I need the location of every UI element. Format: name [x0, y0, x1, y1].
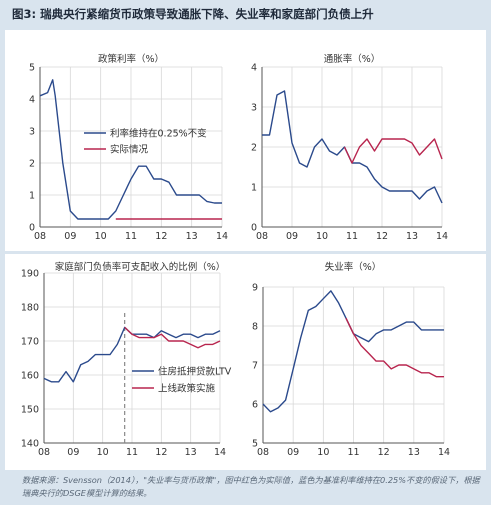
- y-tick-label: 190: [21, 269, 39, 280]
- x-tick-label: 11: [347, 447, 359, 458]
- x-tick-label: 09: [67, 447, 79, 458]
- x-tick-label: 10: [317, 447, 329, 458]
- x-tick-label: 08: [34, 231, 46, 242]
- x-tick-label: 11: [125, 231, 137, 242]
- x-tick-label: 14: [438, 447, 450, 458]
- x-tick-label: 11: [346, 231, 358, 242]
- x-tick-label: 12: [376, 231, 388, 242]
- y-tick-label: 180: [21, 303, 39, 314]
- x-tick-label: 12: [155, 231, 167, 242]
- x-tick-label: 13: [186, 231, 198, 242]
- y-tick-label: 160: [21, 371, 39, 382]
- x-tick-label: 12: [378, 447, 390, 458]
- x-tick-label: 09: [64, 231, 76, 242]
- y-tick-label: 8: [252, 322, 258, 333]
- x-tick-label: 12: [155, 447, 167, 458]
- y-tick-label: 2: [251, 143, 257, 154]
- x-tick-label: 13: [408, 447, 420, 458]
- y-tick-label: 6: [252, 400, 258, 411]
- y-tick-label: 150: [21, 405, 39, 416]
- x-tick-label: 10: [95, 231, 107, 242]
- y-tick-label: 4: [29, 95, 35, 106]
- y-tick-label: 170: [21, 337, 39, 348]
- x-tick-label: 08: [38, 447, 50, 458]
- x-tick-label: 13: [185, 447, 197, 458]
- x-tick-label: 10: [316, 231, 328, 242]
- x-tick-label: 14: [214, 447, 226, 458]
- y-tick-label: 5: [29, 63, 35, 74]
- source-note: 数据来源：Svensson（2014），"失业率与货币政策"，图中红色为实际值，…: [22, 475, 480, 498]
- legend-label: 住房抵押贷款LTV: [158, 366, 232, 378]
- y-tick-label: 2: [29, 159, 35, 170]
- y-tick-label: 140: [21, 439, 39, 450]
- series-line-red: [124, 326, 221, 349]
- legend-label: 上线政策实施: [158, 383, 216, 395]
- x-tick-label: 11: [126, 447, 138, 458]
- y-tick-label: 0: [251, 223, 257, 234]
- x-tick-label: 14: [436, 231, 448, 242]
- chart-title: 家庭部门负债率可支配收入的比例（%）: [55, 261, 226, 273]
- legend-label: 利率维持在0.25%不变: [110, 128, 207, 140]
- series-line-red: [345, 317, 444, 378]
- y-tick-label: 1: [251, 183, 257, 194]
- y-tick-label: 4: [251, 63, 257, 74]
- x-tick-label: 10: [97, 447, 109, 458]
- series-line-blue: [39, 79, 222, 220]
- y-tick-label: 3: [29, 127, 35, 138]
- y-tick-label: 0: [29, 223, 35, 234]
- chart-title: 通胀率（%）: [324, 53, 381, 65]
- x-tick-label: 09: [287, 447, 299, 458]
- x-tick-label: 09: [286, 231, 298, 242]
- chart-title: 失业率（%）: [325, 261, 382, 273]
- y-tick-label: 9: [252, 283, 258, 294]
- x-tick-label: 14: [216, 231, 228, 242]
- y-tick-label: 7: [252, 361, 258, 372]
- y-tick-label: 3: [251, 103, 257, 114]
- legend-label: 实际情况: [110, 144, 149, 156]
- x-tick-label: 08: [257, 447, 269, 458]
- x-tick-label: 13: [406, 231, 418, 242]
- x-tick-label: 08: [256, 231, 268, 242]
- y-tick-label: 1: [29, 191, 35, 202]
- series-line-red: [343, 138, 443, 164]
- figure-title: 图3: 瑞典央行紧缩货币政策导致通胀下降、失业率和家庭部门负债上升: [12, 7, 374, 21]
- y-tick-label: 5: [252, 439, 258, 450]
- chart-title: 政策利率（%）: [98, 53, 164, 65]
